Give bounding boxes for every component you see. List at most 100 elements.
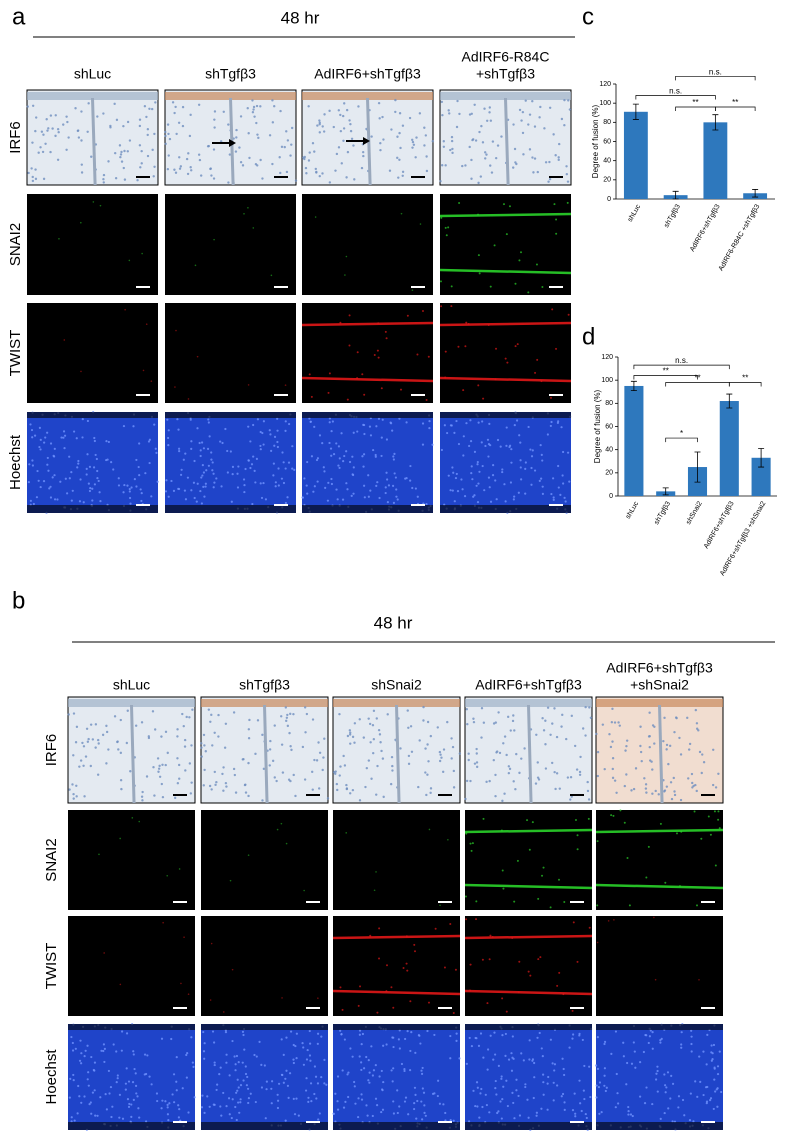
nucleus: [243, 1048, 246, 1051]
nucleus: [54, 114, 57, 117]
nucleus: [522, 153, 525, 156]
nucleus: [632, 787, 636, 791]
nucleus: [529, 448, 532, 451]
signal-dot: [487, 324, 490, 327]
nucleus: [56, 128, 60, 131]
nucleus: [138, 442, 141, 445]
micrograph: [26, 89, 159, 186]
nucleus: [360, 1098, 364, 1101]
nucleus: [487, 476, 491, 479]
nucleus: [325, 1083, 328, 1086]
signal-dot: [327, 391, 330, 394]
nucleus: [494, 1053, 497, 1056]
nucleus: [480, 1087, 483, 1091]
signal-dot: [119, 983, 122, 986]
nucleus: [286, 496, 289, 499]
nucleus: [483, 489, 486, 492]
nucleus: [67, 136, 70, 139]
nucleus: [271, 1080, 274, 1083]
nucleus: [129, 770, 132, 773]
signal-dot: [486, 1002, 489, 1005]
signal-dot: [58, 237, 60, 240]
tissue-edge: [333, 1122, 460, 1130]
nucleus: [563, 1101, 566, 1104]
signal-dot: [647, 845, 650, 848]
nucleus: [611, 776, 615, 780]
nucleus: [63, 447, 66, 450]
nucleus: [455, 472, 458, 476]
signal-dot: [80, 370, 82, 373]
nucleus: [237, 1061, 240, 1064]
nucleus: [203, 495, 206, 498]
significance-label: **: [732, 98, 738, 107]
nucleus: [285, 130, 288, 133]
nucleus: [665, 748, 668, 751]
nucleus: [429, 734, 433, 738]
nucleus: [507, 1058, 511, 1061]
seam: [527, 704, 533, 804]
nucleus: [242, 478, 246, 481]
nucleus: [611, 767, 614, 771]
nucleus: [463, 495, 467, 498]
nucleus: [328, 421, 331, 424]
y-tick-label: 120: [599, 81, 611, 88]
nucleus: [541, 492, 544, 495]
nucleus: [181, 1087, 184, 1090]
nucleus: [235, 128, 238, 132]
nucleus: [474, 139, 478, 142]
nucleus: [371, 1074, 374, 1077]
nucleus: [38, 426, 42, 429]
nucleus: [451, 745, 455, 749]
nucleus: [72, 1079, 75, 1082]
nucleus: [317, 741, 320, 744]
nucleus: [323, 470, 326, 473]
nucleus: [167, 495, 170, 498]
nucleus: [450, 757, 453, 760]
nucleus: [396, 498, 399, 501]
nucleus: [171, 1093, 174, 1096]
nucleus: [614, 1106, 617, 1109]
nucleus: [350, 494, 353, 498]
nucleus: [392, 1045, 395, 1049]
nucleus: [415, 136, 418, 139]
nucleus: [341, 1069, 344, 1072]
nucleus: [303, 706, 307, 709]
nucleus: [408, 116, 412, 120]
nucleus: [426, 743, 429, 746]
nucleus: [213, 481, 216, 484]
nucleus: [352, 492, 355, 495]
nucleus: [479, 175, 483, 178]
nucleus: [72, 712, 76, 715]
nucleus: [324, 486, 327, 490]
nucleus: [556, 421, 560, 425]
signal-dot: [645, 876, 648, 879]
row-label: TWIST: [43, 943, 60, 990]
nucleus: [75, 784, 78, 788]
nucleus: [578, 773, 582, 776]
nucleus: [448, 112, 451, 115]
signal-dot: [454, 968, 457, 971]
nucleus: [680, 1031, 683, 1034]
nucleus: [458, 1057, 461, 1060]
nucleus: [60, 436, 63, 439]
nucleus: [382, 1044, 385, 1047]
nucleus: [532, 1096, 535, 1100]
nucleus: [716, 1105, 719, 1108]
nucleus: [465, 707, 468, 711]
nucleus: [452, 471, 455, 474]
nucleus: [272, 474, 275, 477]
nucleus: [196, 482, 199, 485]
signal-dot: [80, 221, 82, 224]
nucleus: [555, 735, 559, 739]
nucleus: [648, 711, 651, 714]
nucleus: [648, 1035, 651, 1038]
nucleus: [66, 492, 69, 495]
nucleus: [44, 436, 47, 439]
nucleus: [488, 1111, 491, 1114]
nucleus: [246, 1087, 250, 1090]
epithelium-signal: [464, 883, 593, 890]
nucleus: [471, 478, 474, 481]
x-tick-label: shLuc: [625, 500, 641, 520]
signal-dot: [409, 1000, 412, 1003]
nucleus: [253, 1053, 256, 1057]
